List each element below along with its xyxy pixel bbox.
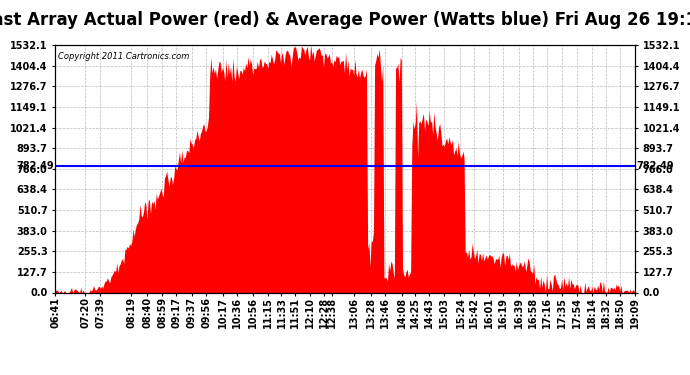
Text: Copyright 2011 Cartronics.com: Copyright 2011 Cartronics.com [58, 53, 190, 62]
Text: 782.49: 782.49 [17, 161, 54, 171]
Text: 782.49: 782.49 [636, 161, 673, 171]
Text: East Array Actual Power (red) & Average Power (Watts blue) Fri Aug 26 19:16: East Array Actual Power (red) & Average … [0, 11, 690, 29]
